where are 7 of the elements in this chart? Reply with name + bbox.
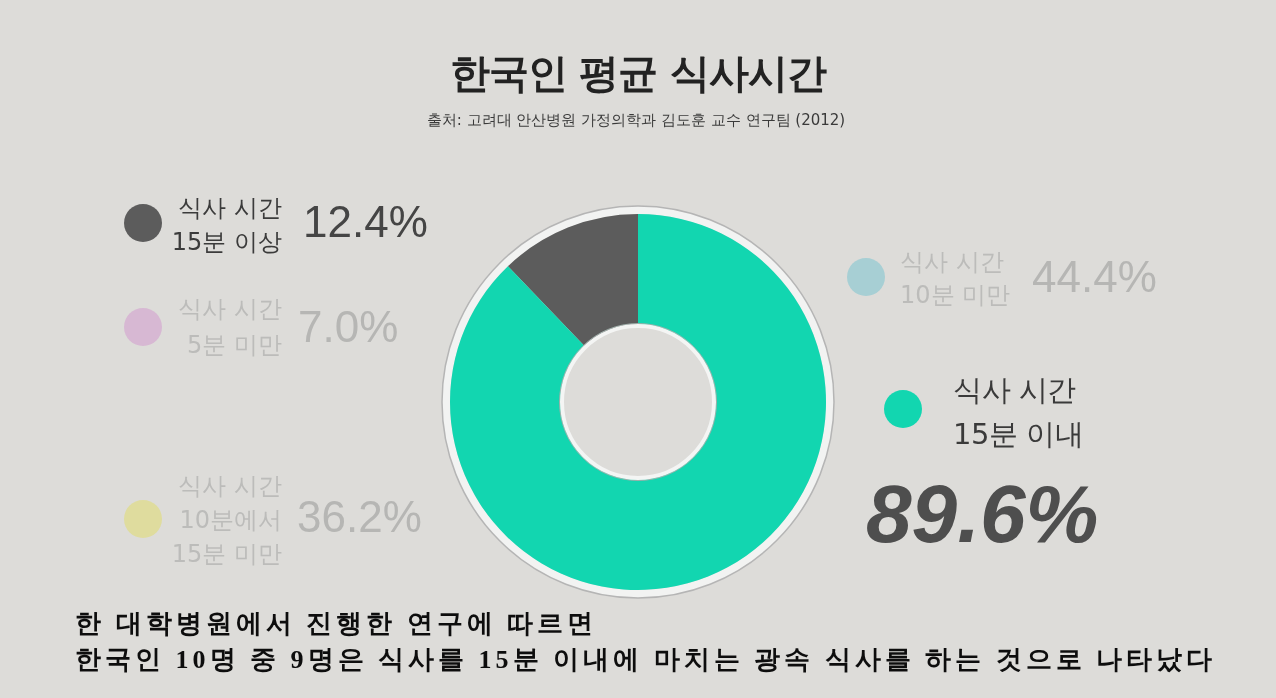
legend-label: 식사 시간 15분 이상: [171, 194, 282, 256]
legend-label: 식사 시간 15분 이내: [953, 373, 1084, 451]
data-label: 89.6%: [866, 468, 1099, 559]
chart-title: 한국인 평균 식사시간: [449, 50, 828, 96]
data-label: 12.4%: [303, 197, 428, 246]
source-note: 출처: 고려대 안산병원 가정의학과 김도훈 교수 연구팀 (2012): [426, 111, 846, 129]
text: 한 대학병원에서 진행한 연구에 따르면 한국인 10명 중 9명은 식사를 15분 이내에 마치는 광속 식사를 하는 것으로 나타났다: [75, 609, 1216, 674]
